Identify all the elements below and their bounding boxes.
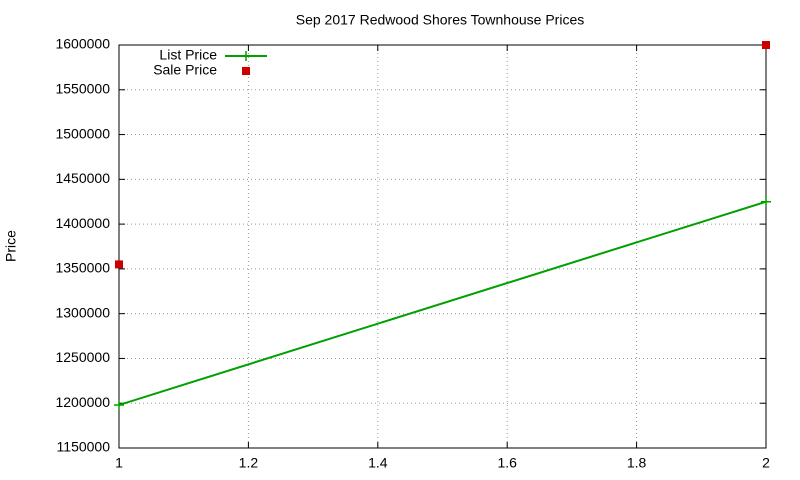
- point-marker: [115, 260, 123, 269]
- y-tick-label: 1350000: [55, 260, 110, 276]
- point-marker: [114, 400, 124, 411]
- x-tick-label: 2: [762, 455, 770, 471]
- point-marker: [762, 41, 770, 49]
- legend-label: List Price: [159, 47, 217, 63]
- y-tick-label: 1500000: [55, 125, 110, 141]
- legend-marker: [241, 51, 251, 61]
- x-tick-label: 1.2: [239, 455, 259, 471]
- y-tick-label: 1200000: [55, 394, 110, 410]
- y-tick-label: 1300000: [55, 304, 110, 320]
- y-tick-label: 1400000: [55, 215, 110, 231]
- series-line: [118, 200, 767, 406]
- x-tick-label: 1.4: [368, 455, 388, 471]
- legend-label: Sale Price: [153, 62, 217, 78]
- x-tick-label: 1: [115, 455, 123, 471]
- y-axis-label: Price: [3, 230, 19, 262]
- point-marker: [761, 196, 771, 207]
- chart-title: Sep 2017 Redwood Shores Townhouse Prices: [296, 12, 584, 28]
- legend-marker: [242, 67, 250, 75]
- y-tick-label: 1550000: [55, 80, 110, 96]
- y-tick-label: 1250000: [55, 349, 110, 365]
- x-tick-label: 1.8: [627, 455, 647, 471]
- y-tick-label: 1600000: [55, 36, 110, 52]
- x-tick-label: 1.6: [497, 455, 517, 471]
- y-tick-label: 1450000: [55, 170, 110, 186]
- plot-border: [118, 44, 767, 449]
- y-tick-label: 1150000: [57, 439, 111, 455]
